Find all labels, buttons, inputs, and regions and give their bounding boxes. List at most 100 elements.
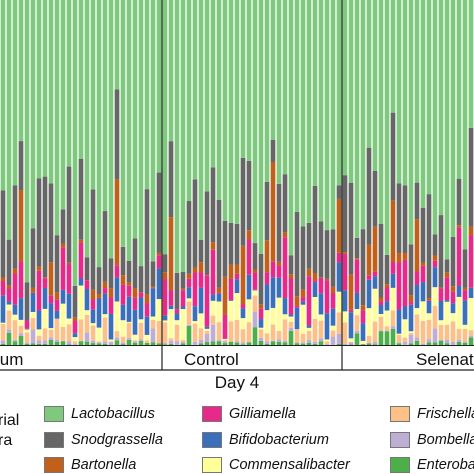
bar-segment-gilliamella [348,309,354,313]
bar-segment-bifidobacterium [30,292,36,312]
bar-segment-gilliamella [162,279,168,316]
bar-segment-snodgrassella [318,221,324,278]
bar-segment-frischella [378,316,384,331]
bar-segment-enterobacteriaceae [354,333,360,345]
bar-segment-snodgrassella [174,272,180,310]
bar-segment-lactobacillus [222,0,228,221]
bar-segment-enterobacteriaceae [60,341,66,345]
bar-segment-snodgrassella [162,254,168,273]
bar-segment-snodgrassella [12,185,18,269]
bar-segment-commensalibacter [90,323,96,326]
bar-segment-enterobacteriaceae [54,341,60,345]
bar-segment-bifidobacterium [246,274,252,300]
bar-segment-commensalibacter [30,311,36,318]
bar-segment-bifidobacterium [234,279,240,294]
group-label-2: Control [184,350,239,369]
bar-segment-commensalibacter [96,327,102,342]
bar-segment-frischella [258,329,264,338]
bar-segment-bifidobacterium [306,325,312,328]
bar-segment-enterobacteriaceae [84,341,90,345]
group-label-3: Selenat [416,350,474,369]
bar-segment-bifidobacterium [120,304,126,321]
bar-segment-lactobacillus [54,0,60,236]
bar-segment-bombella [126,338,132,340]
bar-segment-bifidobacterium [432,267,438,288]
bar-segment-frischella [324,341,330,345]
bar-segment-enterobacteriaceae [114,340,120,345]
bar-segment-snodgrassella [138,266,144,293]
bar-segment-bartonella [42,277,48,279]
bar-segment-bombella [96,342,102,344]
bar-segment-gilliamella [36,270,42,311]
bar-segment-bifidobacterium [258,319,264,328]
bar-segment-enterobacteriaceae [144,342,150,345]
bar-segment-gilliamella [90,299,96,310]
bar-segment-bombella [66,341,72,345]
bar-segment-bartonella [18,190,24,262]
bar-segment-snodgrassella [186,201,192,274]
bar-segment-gilliamella [180,290,186,307]
bar-segment-commensalibacter [192,321,198,324]
bar-segment-lactobacillus [462,0,468,250]
bar-segment-snodgrassella [468,127,474,227]
bar-segment-enterobacteriaceae [234,342,240,345]
bar-segment-commensalibacter [300,304,306,334]
bar-segment-bombella [54,339,60,342]
bar-segment-bombella [0,340,6,344]
bar-segment-enterobacteriaceae [96,343,102,345]
bar-segment-commensalibacter [168,309,174,339]
bar-segment-lactobacillus [24,0,30,283]
bar-segment-bartonella [36,266,42,271]
bar-segment-bartonella [90,289,96,300]
bar-segment-commensalibacter [126,321,132,323]
bar-segment-snodgrassella [84,257,90,281]
bar-segment-bifidobacterium [72,333,78,338]
bar-segment-commensalibacter [36,329,42,336]
bar-segment-gilliamella [84,280,90,289]
bar-segment-frischella [336,312,342,334]
bar-segment-commensalibacter [336,291,342,313]
bar-segment-frischella [420,320,426,344]
bar-segment-enterobacteriaceae [312,343,318,345]
bar-segment-enterobacteriaceae [258,340,264,345]
bar-segment-commensalibacter [162,320,168,323]
bar-segment-bombella [390,326,396,329]
bar-segment-enterobacteriaceae [336,343,342,345]
bar-segment-commensalibacter [198,313,204,329]
bar-segment-snodgrassella [366,147,372,245]
bar-segment-snodgrassella [132,238,138,289]
bar-segment-lactobacillus [336,0,342,186]
bar-segment-lactobacillus [114,0,120,90]
bar-segment-bifidobacterium [444,300,450,302]
bar-segment-lactobacillus [48,0,54,184]
bar-segment-commensalibacter [186,298,192,302]
bar-segment-bartonella [300,289,306,298]
bar-segment-enterobacteriaceae [456,341,462,345]
legend-swatch [44,457,64,473]
bar-segment-lactobacillus [138,0,144,267]
bar-segment-commensalibacter [258,327,264,330]
bar-segment-frischella [66,324,72,342]
bar-segment-lactobacillus [390,0,396,113]
bar-segment-gilliamella [408,302,414,305]
bar-segment-bifidobacterium [426,301,432,314]
bar-segment-frischella [102,317,108,342]
legend-label: Enterobac [417,457,474,473]
bar-segment-frischella [372,321,378,342]
bar-segment-bartonella [282,232,288,238]
legend-swatch [202,457,222,473]
bar-segment-bartonella [6,285,12,289]
bar-segment-snodgrassella [300,226,306,290]
bar-segment-bifidobacterium [402,306,408,320]
bar-segment-bombella [216,340,222,342]
bar-segment-gilliamella [210,249,216,295]
bar-segment-bombella [384,330,390,332]
bar-segment-frischella [60,326,66,341]
bar-segment-enterobacteriaceae [408,343,414,345]
bar-segment-bombella [324,344,330,345]
bar-segment-snodgrassella [114,89,120,180]
bar-segment-snodgrassella [414,182,420,220]
bar-segment-gilliamella [96,297,102,299]
bar-segment-bombella [456,339,462,342]
bar-segment-bartonella [336,198,342,253]
